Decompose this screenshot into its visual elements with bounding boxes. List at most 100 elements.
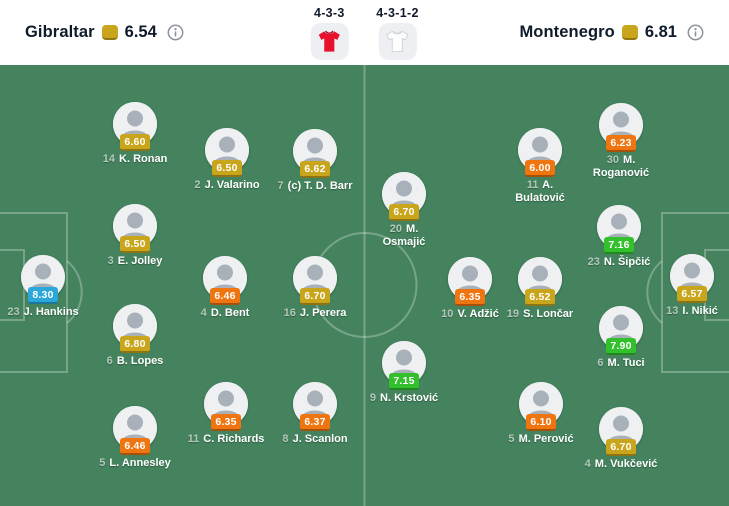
player-number: 23	[587, 256, 600, 269]
player-rating-badge: 6.70	[389, 204, 419, 222]
player-name: 3 E. Jolley	[107, 255, 163, 268]
player-number: 3	[107, 255, 114, 268]
pitch: 8.30 23 J. Hankins 6.60 14 K. Ronan 6.50 3 E.…	[0, 65, 729, 506]
player-number: 30	[606, 154, 619, 167]
player-home-16[interactable]: 6.70 16 J. Perera	[260, 256, 370, 320]
home-formation-block: 4-3-3	[310, 6, 349, 60]
player-home-4[interactable]: 6.46 4 D. Bent	[170, 256, 280, 320]
player-rating-badge: 7.16	[604, 237, 634, 255]
player-number: 4	[584, 458, 591, 471]
player-rating-badge: 6.50	[120, 236, 150, 254]
player-name: 10 V. Adžić	[441, 308, 499, 321]
player-rating-badge: 6.35	[211, 414, 241, 432]
player-away-19[interactable]: 6.52 19 S. Lončar	[485, 257, 595, 321]
player-away-20[interactable]: 6.70 20 M. Osmajić	[349, 172, 459, 249]
player-name: 5 L. Annesley	[99, 457, 171, 470]
player-home-8[interactable]: 6.37 8 J. Scanlon	[260, 382, 370, 446]
player-rating-badge: 6.37	[300, 414, 330, 432]
player-name: 23 J. Hankins	[7, 306, 79, 319]
player-number: 14	[102, 153, 115, 166]
home-team-name: Gibraltar	[25, 23, 95, 41]
player-number: 20	[389, 223, 402, 236]
home-team-header[interactable]: Gibraltar 6.54	[25, 23, 184, 42]
player-number: 7	[277, 180, 284, 193]
player-number: 11	[187, 433, 200, 446]
home-jersey-icon	[310, 23, 349, 60]
player-away-9[interactable]: 7.15 9 N. Krstović	[349, 341, 459, 405]
player-home-14[interactable]: 6.60 14 K. Ronan	[80, 102, 190, 166]
player-rating-badge: 6.80	[120, 336, 150, 354]
player-rating-badge: 6.57	[677, 286, 707, 304]
player-number: 11	[526, 179, 539, 192]
player-rating-badge: 6.23	[606, 135, 636, 153]
player-name: 11 C. Richards	[187, 433, 265, 446]
player-name: 13 I. Nikić	[666, 305, 718, 318]
player-away-4[interactable]: 6.70 4 M. Vukčević	[566, 407, 676, 471]
player-rating-badge: 6.70	[606, 439, 636, 457]
player-away-5[interactable]: 6.10 5 M. Perović	[486, 382, 596, 446]
player-name: 5 M. Perović	[508, 433, 574, 446]
player-number: 10	[441, 308, 454, 321]
player-rating-badge: 6.52	[525, 289, 555, 307]
player-rating-badge: 6.46	[210, 288, 240, 306]
player-name: 4 M. Vukčević	[584, 458, 658, 471]
player-avatar	[113, 204, 157, 248]
player-number: 8	[282, 433, 289, 446]
player-number: 2	[194, 179, 201, 192]
player-avatar	[599, 103, 643, 147]
player-number: 19	[506, 308, 520, 321]
player-name: 19 S. Lončar	[506, 308, 574, 321]
player-rating-badge: 7.90	[606, 338, 636, 356]
player-name: 20 M. Osmajić	[382, 223, 426, 249]
info-icon[interactable]	[687, 24, 704, 41]
player-name: 11 A. Bulatović	[515, 179, 565, 205]
player-home-11[interactable]: 6.35 11 C. Richards	[171, 382, 281, 446]
player-away-30[interactable]: 6.23 30 M. Roganović	[566, 103, 676, 180]
player-rating-badge: 7.15	[389, 373, 419, 391]
player-number: 6	[106, 355, 113, 368]
formations-block: 4-3-3 4-3-1-2	[310, 6, 418, 60]
player-number: 9	[369, 392, 376, 405]
player-name: 2 J. Valarino	[194, 179, 260, 192]
player-away-13[interactable]: 6.57 13 I. Nikić	[637, 254, 729, 318]
player-home-23[interactable]: 8.30 23 J. Hankins	[0, 255, 98, 319]
player-number: 23	[7, 306, 20, 319]
player-name: 7 (c) T. D. Barr	[277, 180, 353, 193]
player-name: 23 N. Šipčić	[587, 256, 651, 269]
player-home-6[interactable]: 6.80 6 B. Lopes	[80, 304, 190, 368]
away-team-name: Montenegro	[519, 23, 615, 41]
player-away-10[interactable]: 6.35 10 V. Adžić	[415, 257, 525, 321]
player-number: 6	[597, 357, 604, 370]
home-rating-chip	[101, 25, 118, 40]
away-formation-block: 4-3-1-2	[376, 6, 418, 60]
player-home-7[interactable]: 6.62 7 (c) T. D. Barr	[260, 129, 370, 193]
away-team-header[interactable]: Montenegro 6.81	[519, 23, 704, 42]
player-away-11[interactable]: 6.00 11 A. Bulatović	[485, 128, 595, 205]
player-name: 8 J. Scanlon	[282, 433, 348, 446]
home-formation-label: 4-3-3	[313, 6, 345, 20]
player-name: 30 M. Roganović	[592, 154, 650, 180]
player-away-23[interactable]: 7.16 23 N. Šipčić	[564, 205, 674, 269]
player-rating-badge: 6.00	[525, 160, 555, 178]
player-number: 13	[666, 305, 679, 318]
home-team-rating: 6.54	[124, 23, 157, 41]
away-team-rating: 6.81	[644, 23, 677, 41]
info-icon[interactable]	[167, 24, 184, 41]
lineups-header: Gibraltar 6.54 4-3-3	[0, 0, 729, 65]
player-rating-badge: 6.62	[300, 161, 330, 179]
player-rating-badge: 6.50	[212, 160, 242, 178]
pitch-markings	[0, 65, 729, 506]
player-home-3[interactable]: 6.50 3 E. Jolley	[80, 204, 190, 268]
player-number: 5	[99, 457, 106, 470]
player-number: 5	[508, 433, 515, 446]
player-away-6[interactable]: 7.90 6 M. Tuci	[566, 306, 676, 370]
player-name: 6 B. Lopes	[106, 355, 164, 368]
player-rating-badge: 6.46	[120, 438, 150, 456]
player-rating-badge: 6.70	[300, 288, 330, 306]
player-number: 4	[200, 307, 207, 320]
player-home-2[interactable]: 6.50 2 J. Valarino	[172, 128, 282, 192]
player-rating-badge: 6.60	[120, 134, 150, 152]
player-home-5[interactable]: 6.46 5 L. Annesley	[80, 406, 190, 470]
away-formation-label: 4-3-1-2	[376, 6, 419, 20]
